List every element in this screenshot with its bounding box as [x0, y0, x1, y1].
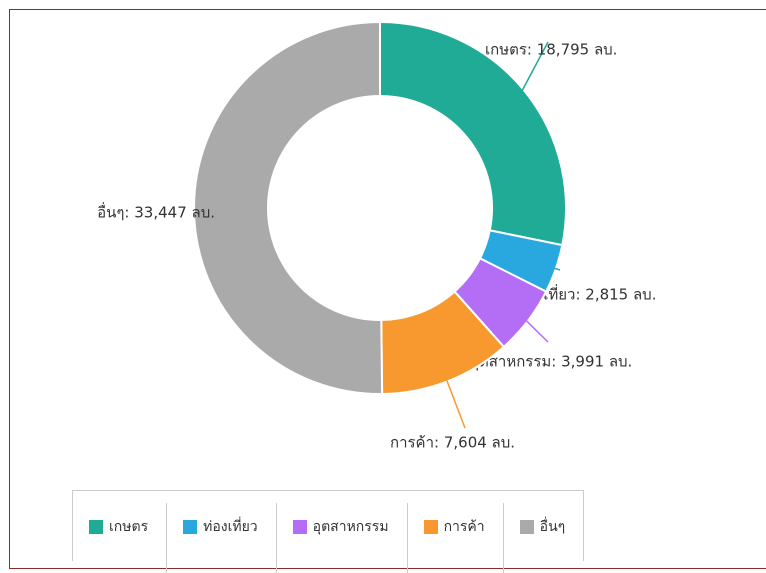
- legend-item[interactable]: อุตสาหกรรม: [277, 503, 408, 573]
- slice: [193, 20, 384, 395]
- legend-label: อื่นๆ: [539, 519, 566, 535]
- legend-swatch: [89, 520, 103, 534]
- legend-swatch: [423, 520, 438, 534]
- legend-label: เกษตร: [109, 519, 149, 535]
- data-label: เกษตร: 18,795 ลบ.: [485, 41, 617, 59]
- legend-label: ท่องเที่ยว: [203, 519, 258, 535]
- data-label: ท่องเที่ยว: 2,815 ลบ.: [517, 284, 656, 304]
- legend: เกษตร ท่องเที่ยว อุตสาหกรรม การค้า อื่นๆ: [72, 490, 585, 573]
- legend-swatch: [183, 520, 198, 534]
- legend-swatch: [519, 520, 534, 534]
- slice: [379, 20, 567, 247]
- data-label: การค้า: 7,604 ลบ.: [390, 434, 515, 452]
- legend-label: อุตสาหกรรม: [312, 519, 389, 535]
- page: เกษตร: 18,795 ลบ. ท่องเที่ยว: 2,815 ลบ. อุ…: [9, 9, 766, 573]
- data-label: อื่นๆ: 33,447 ลบ.: [97, 202, 215, 222]
- legend-item[interactable]: การค้า: [408, 503, 504, 573]
- chart: เกษตร: 18,795 ลบ. ท่องเที่ยว: 2,815 ลบ. อุ…: [97, 20, 656, 452]
- legend-label: การค้า: [443, 519, 485, 535]
- data-label: อุตสาหกรรม: 3,991 ลบ.: [470, 353, 632, 372]
- legend-item[interactable]: ท่องเที่ยว: [167, 503, 277, 573]
- leader-line: [445, 377, 466, 429]
- leader-line: [520, 41, 549, 94]
- legend-item[interactable]: อื่นๆ: [504, 503, 584, 573]
- leader-line: [551, 266, 561, 271]
- leader-line: [523, 318, 549, 343]
- legend-swatch: [292, 520, 307, 534]
- legend-item[interactable]: เกษตร: [73, 503, 168, 573]
